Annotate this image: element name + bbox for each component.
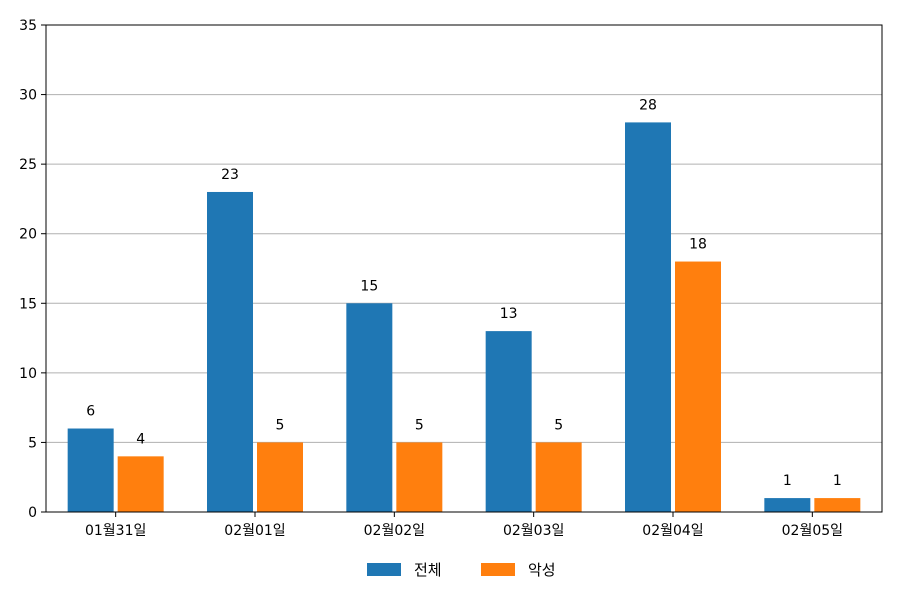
legend: 전체 악성 xyxy=(367,561,556,579)
bar-total xyxy=(625,122,671,513)
data-label: 15 xyxy=(360,278,378,294)
y-tick-label: 25 xyxy=(19,157,37,173)
data-label: 18 xyxy=(689,237,707,253)
data-labels: 6 4 23 5 15 5 13 5 28 18 1 1 xyxy=(86,97,842,489)
bar-malicious xyxy=(117,456,164,512)
data-label: 1 xyxy=(783,473,792,489)
x-tick-label: 02월01일 xyxy=(224,523,285,539)
x-tick-label: 02월04일 xyxy=(642,523,703,539)
data-label: 4 xyxy=(136,431,145,447)
x-tick-label: 02월05일 xyxy=(782,523,843,539)
x-tick-label: 02월02일 xyxy=(364,523,425,539)
bars xyxy=(67,122,861,513)
data-label: 23 xyxy=(221,167,239,183)
data-label: 5 xyxy=(415,417,424,433)
y-tick-label: 0 xyxy=(28,505,37,521)
y-tick-label: 20 xyxy=(19,227,37,243)
y-tick-label: 30 xyxy=(19,88,37,104)
plot-frame xyxy=(45,24,883,513)
legend-label-malicious: 악성 xyxy=(528,561,556,579)
data-label: 6 xyxy=(86,404,95,420)
bar-total xyxy=(764,498,811,512)
y-tick-label: 5 xyxy=(28,435,37,451)
bar-malicious xyxy=(535,442,582,512)
legend-swatch-total xyxy=(367,563,401,576)
data-label: 13 xyxy=(500,306,518,322)
legend-swatch-malicious xyxy=(481,563,515,576)
bar-total xyxy=(346,303,393,512)
legend-label-total: 전체 xyxy=(414,561,442,579)
x-tick-label: 01월31일 xyxy=(85,523,146,539)
y-tick-label: 15 xyxy=(19,296,37,312)
data-label: 28 xyxy=(639,97,657,113)
bar-total xyxy=(67,428,114,512)
y-axis: 0 5 10 15 20 25 30 35 xyxy=(19,18,46,521)
bar-malicious xyxy=(675,261,721,512)
bar-total xyxy=(485,331,532,512)
bar-malicious xyxy=(396,442,443,512)
bar-malicious xyxy=(814,498,861,512)
bar-malicious xyxy=(257,442,303,512)
data-label: 5 xyxy=(554,417,563,433)
x-axis: 01월31일 02월01일 02월02일 02월03일 02월04일 02월05일 xyxy=(85,512,843,539)
y-tick-label: 10 xyxy=(19,366,37,382)
y-tick-label: 35 xyxy=(19,18,37,34)
x-tick-label: 02월03일 xyxy=(503,523,564,539)
grid-lines xyxy=(46,94,882,443)
data-label: 5 xyxy=(276,417,285,433)
bar-total xyxy=(207,191,253,512)
data-label: 1 xyxy=(833,473,842,489)
